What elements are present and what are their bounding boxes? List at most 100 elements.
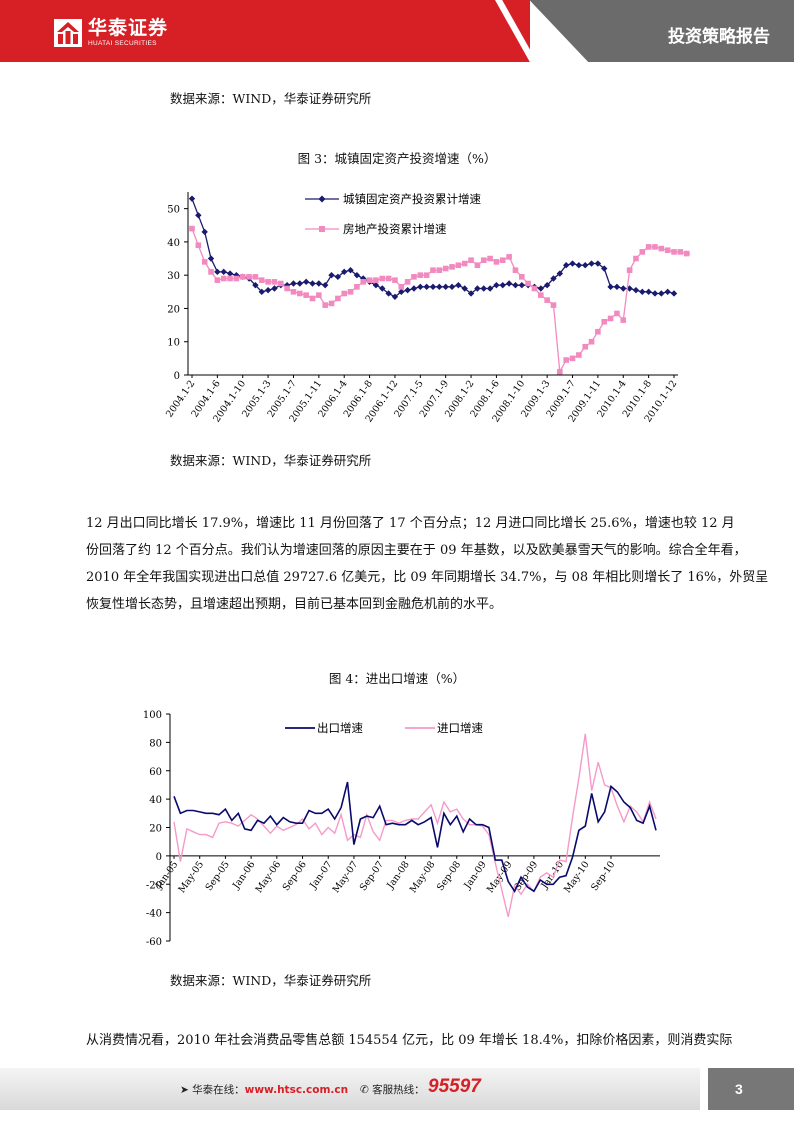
fig4-chart: -60-40-20020406080100Jan-05May-05Sep-05J… bbox=[143, 710, 660, 948]
x-tick-label: Sep-05 bbox=[204, 859, 232, 893]
data-point bbox=[620, 285, 627, 292]
footer-page-block bbox=[708, 1068, 794, 1110]
series-line-2 bbox=[191, 228, 690, 374]
data-point bbox=[664, 247, 671, 254]
paragraph-line: 12 月出口同比增长 17.9%，增速比 11 月份回落了 17 个百分点；12… bbox=[86, 516, 735, 531]
data-point bbox=[246, 274, 252, 280]
body-paragraph-trade: 12 月出口同比增长 17.9%，增速比 11 月份回落了 17 个百分点；12… bbox=[86, 510, 769, 618]
data-point bbox=[391, 293, 399, 301]
data-point bbox=[379, 275, 386, 282]
data-point bbox=[233, 271, 240, 279]
data-point bbox=[595, 328, 601, 335]
paragraph-line: 恢复性增长态势，且增速超出预期，目前已基本回到金融危机前的水平。 bbox=[86, 597, 503, 612]
data-point bbox=[506, 254, 512, 260]
x-tick-label: May-06 bbox=[254, 859, 284, 895]
x-tick-label: May-05 bbox=[176, 859, 206, 895]
y-tick-label: -60 bbox=[146, 937, 162, 948]
y-tick-label: 40 bbox=[167, 238, 180, 249]
data-point bbox=[652, 244, 658, 250]
data-point bbox=[385, 290, 392, 297]
data-point bbox=[468, 257, 474, 264]
x-tick-label: Jan-05 bbox=[153, 859, 180, 891]
x-tick-label: Jan-06 bbox=[230, 859, 257, 891]
legend-label: 出口增速 bbox=[317, 721, 363, 735]
data-point bbox=[321, 281, 329, 289]
data-point bbox=[429, 283, 437, 291]
data-point bbox=[430, 267, 436, 273]
data-point bbox=[461, 285, 468, 292]
data-point bbox=[569, 355, 576, 362]
data-point bbox=[328, 271, 335, 279]
data-point bbox=[189, 225, 195, 232]
data-point bbox=[448, 283, 456, 291]
y-tick-label: 20 bbox=[167, 304, 180, 315]
y-tick-label: 60 bbox=[149, 767, 162, 778]
data-point bbox=[233, 275, 240, 282]
fig3-title: 图 3：城镇固定资产投资增速（%） bbox=[297, 151, 497, 166]
data-point bbox=[512, 267, 519, 273]
data-point bbox=[404, 279, 411, 285]
data-point bbox=[341, 268, 348, 276]
data-point bbox=[398, 288, 405, 296]
footer-website[interactable]: ➤ 华泰在线：www.htsc.com.cn bbox=[180, 1082, 348, 1097]
data-point bbox=[493, 259, 500, 265]
y-tick-label: 10 bbox=[167, 338, 180, 349]
data-point bbox=[347, 289, 354, 295]
data-point bbox=[239, 274, 246, 280]
data-point bbox=[614, 310, 620, 317]
data-point bbox=[455, 281, 462, 289]
data-point bbox=[620, 317, 627, 323]
data-point bbox=[499, 257, 506, 264]
data-point bbox=[392, 277, 398, 283]
data-point bbox=[518, 274, 525, 280]
series-line-1 bbox=[173, 781, 657, 893]
data-point bbox=[588, 260, 595, 267]
data-point bbox=[341, 290, 348, 297]
data-point bbox=[373, 277, 379, 283]
data-point bbox=[252, 274, 259, 280]
data-point bbox=[582, 343, 589, 350]
footer-hotline: ✆ 客服热线： bbox=[360, 1082, 425, 1097]
data-point bbox=[411, 274, 417, 280]
series-line-2 bbox=[173, 733, 657, 918]
data-point bbox=[544, 297, 550, 303]
logo-chinese-name: 华泰证券 bbox=[88, 16, 169, 39]
y-tick-label: 30 bbox=[167, 271, 180, 282]
data-point bbox=[455, 262, 462, 268]
data-point bbox=[214, 268, 221, 276]
x-tick-label: Sep-10 bbox=[589, 859, 617, 893]
y-tick-label: 0 bbox=[156, 852, 162, 863]
data-point bbox=[188, 195, 196, 202]
data-point bbox=[493, 281, 500, 289]
huatai-logo[interactable]: 华泰证券 HUATAI SECURITIES bbox=[54, 16, 176, 50]
data-point bbox=[543, 281, 551, 289]
data-point bbox=[613, 283, 621, 291]
data-point bbox=[449, 264, 455, 270]
x-tick-label: Sep-08 bbox=[435, 859, 463, 893]
data-point bbox=[576, 352, 582, 358]
data-point bbox=[366, 277, 373, 283]
data-point bbox=[277, 280, 284, 287]
data-point bbox=[297, 290, 303, 297]
data-point bbox=[575, 262, 583, 269]
data-point bbox=[645, 288, 652, 296]
data-point bbox=[385, 275, 392, 282]
phone-icon: ✆ bbox=[360, 1084, 369, 1096]
data-point bbox=[442, 283, 449, 291]
y-tick-label: -20 bbox=[146, 880, 162, 891]
body-paragraph-consumption: 从消费情况看，2010 年社会消费品零售总额 154554 亿元，比 09 年增… bbox=[86, 1027, 746, 1054]
data-point bbox=[562, 262, 570, 269]
footer-web-url[interactable]: www.htsc.com.cn bbox=[244, 1084, 349, 1096]
data-point bbox=[601, 265, 608, 272]
paragraph-line: 2010 年全年我国实现进出口总值 29727.6 亿美元，比 09 年同期增长… bbox=[86, 570, 769, 585]
x-tick-label: May-10 bbox=[562, 859, 592, 895]
data-point bbox=[518, 281, 525, 289]
data-point bbox=[316, 292, 322, 298]
y-tick-label: 100 bbox=[143, 710, 162, 721]
data-point bbox=[651, 290, 659, 297]
header-red-band bbox=[0, 0, 530, 62]
x-tick-label: May-09 bbox=[485, 859, 515, 895]
data-point bbox=[607, 315, 614, 322]
data-point bbox=[201, 228, 208, 236]
data-point bbox=[195, 242, 202, 249]
